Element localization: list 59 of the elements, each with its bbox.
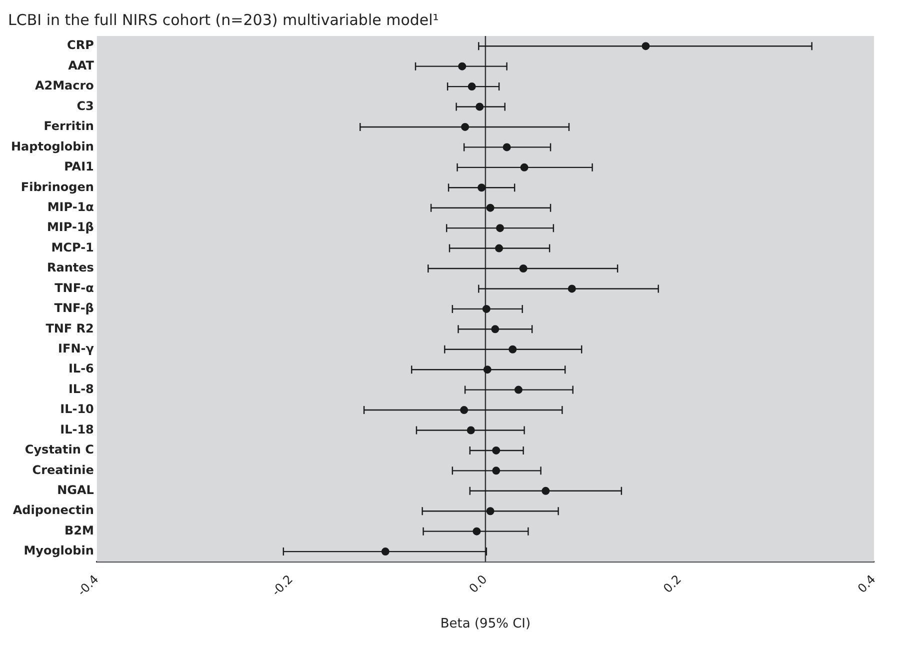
y-tick-label: IL-18 — [60, 422, 94, 436]
y-tick-label: Cystatin C — [24, 442, 94, 457]
y-tick-label: TNF-α — [54, 280, 94, 295]
point — [381, 548, 390, 556]
y-tick-label: A2Macro — [34, 78, 94, 93]
y-tick-label: C3 — [76, 98, 94, 113]
y-tick-label: Fibrinogen — [20, 180, 94, 194]
y-tick-label: IL-10 — [60, 402, 94, 416]
point — [458, 62, 466, 70]
x-axis-title: Beta (95% CI) — [440, 616, 531, 632]
y-tick-label: MIP-1α — [47, 200, 94, 214]
point — [486, 204, 494, 212]
point — [495, 244, 504, 252]
y-tick-label: TNF-β — [54, 301, 94, 316]
y-tick-label: Myoglobin — [24, 544, 94, 558]
point — [472, 527, 481, 536]
point — [486, 507, 494, 516]
y-tick-label: IFN-γ — [58, 342, 94, 356]
point — [492, 446, 500, 454]
point — [568, 284, 576, 293]
x-tick-label: 0.0 — [466, 572, 490, 596]
y-tick-label: MCP-1 — [51, 240, 94, 254]
x-tick-label: -0.2 — [269, 572, 296, 599]
point — [466, 426, 475, 434]
y-tick-label: IL-8 — [68, 382, 94, 396]
x-tick-label: 0.4 — [854, 572, 878, 596]
y-tick-label: AAT — [68, 58, 95, 72]
point — [508, 345, 517, 354]
chart-title: LCBI in the full NIRS cohort (n=203) multivariable model¹ — [8, 10, 439, 29]
y-tick-label: B2M — [64, 523, 94, 538]
point — [492, 466, 500, 475]
y-tick-label: Rantes — [47, 260, 94, 275]
y-tick-label: TNF R2 — [46, 321, 94, 336]
point — [460, 406, 468, 414]
y-tick-label: Ferritin — [44, 119, 94, 134]
y-tick-label: Adiponectin — [12, 503, 94, 518]
point — [468, 82, 476, 91]
y-tick-label: Creatinie — [32, 462, 94, 477]
point — [542, 486, 550, 495]
y-tick-label: MIP-1β — [46, 220, 94, 234]
point — [476, 102, 484, 111]
y-tick-label: NGAL — [57, 483, 94, 498]
point — [496, 224, 504, 232]
point — [491, 325, 500, 334]
y-tick-label: Haptoglobin — [11, 139, 94, 154]
x-tick-label: 0.2 — [660, 572, 684, 596]
y-tick-label: PAI1 — [64, 160, 94, 174]
x-tick-label: -0.4 — [74, 572, 102, 599]
y-tick-label: CRP — [67, 38, 94, 52]
point — [519, 264, 528, 273]
point — [478, 184, 486, 192]
point — [461, 122, 470, 131]
point — [642, 42, 650, 50]
point — [520, 163, 528, 172]
point — [502, 143, 511, 152]
point — [514, 386, 522, 394]
y-tick-label: IL-6 — [68, 362, 94, 376]
point — [483, 366, 492, 374]
point — [482, 304, 490, 313]
